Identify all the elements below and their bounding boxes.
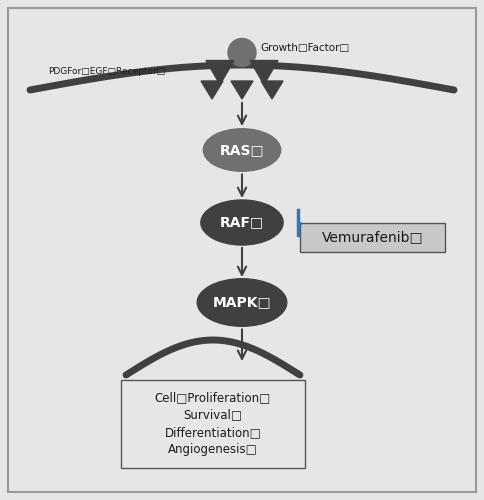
Text: MAPK□: MAPK□ [212, 296, 272, 310]
Ellipse shape [203, 128, 281, 171]
Circle shape [228, 38, 256, 66]
Text: Differentiation□: Differentiation□ [165, 426, 261, 439]
Text: Cell□Proliferation□: Cell□Proliferation□ [155, 391, 271, 404]
FancyBboxPatch shape [8, 8, 476, 492]
Polygon shape [250, 60, 278, 84]
Ellipse shape [197, 279, 287, 326]
Text: Vemurafenib□: Vemurafenib□ [322, 230, 424, 244]
FancyBboxPatch shape [300, 223, 445, 252]
Text: Survival□: Survival□ [183, 408, 242, 422]
Polygon shape [201, 81, 223, 99]
Polygon shape [206, 60, 234, 84]
Text: Angiogenesis□: Angiogenesis□ [168, 444, 258, 456]
Text: Growth□Factor□: Growth□Factor□ [260, 42, 349, 52]
Ellipse shape [201, 200, 283, 245]
Text: PDGFor□EGF□Receptor□: PDGFor□EGF□Receptor□ [48, 66, 166, 76]
FancyBboxPatch shape [121, 380, 305, 468]
Polygon shape [231, 81, 253, 99]
Text: RAF□: RAF□ [220, 216, 264, 230]
Text: RAS□: RAS□ [220, 143, 264, 157]
Polygon shape [261, 81, 283, 99]
